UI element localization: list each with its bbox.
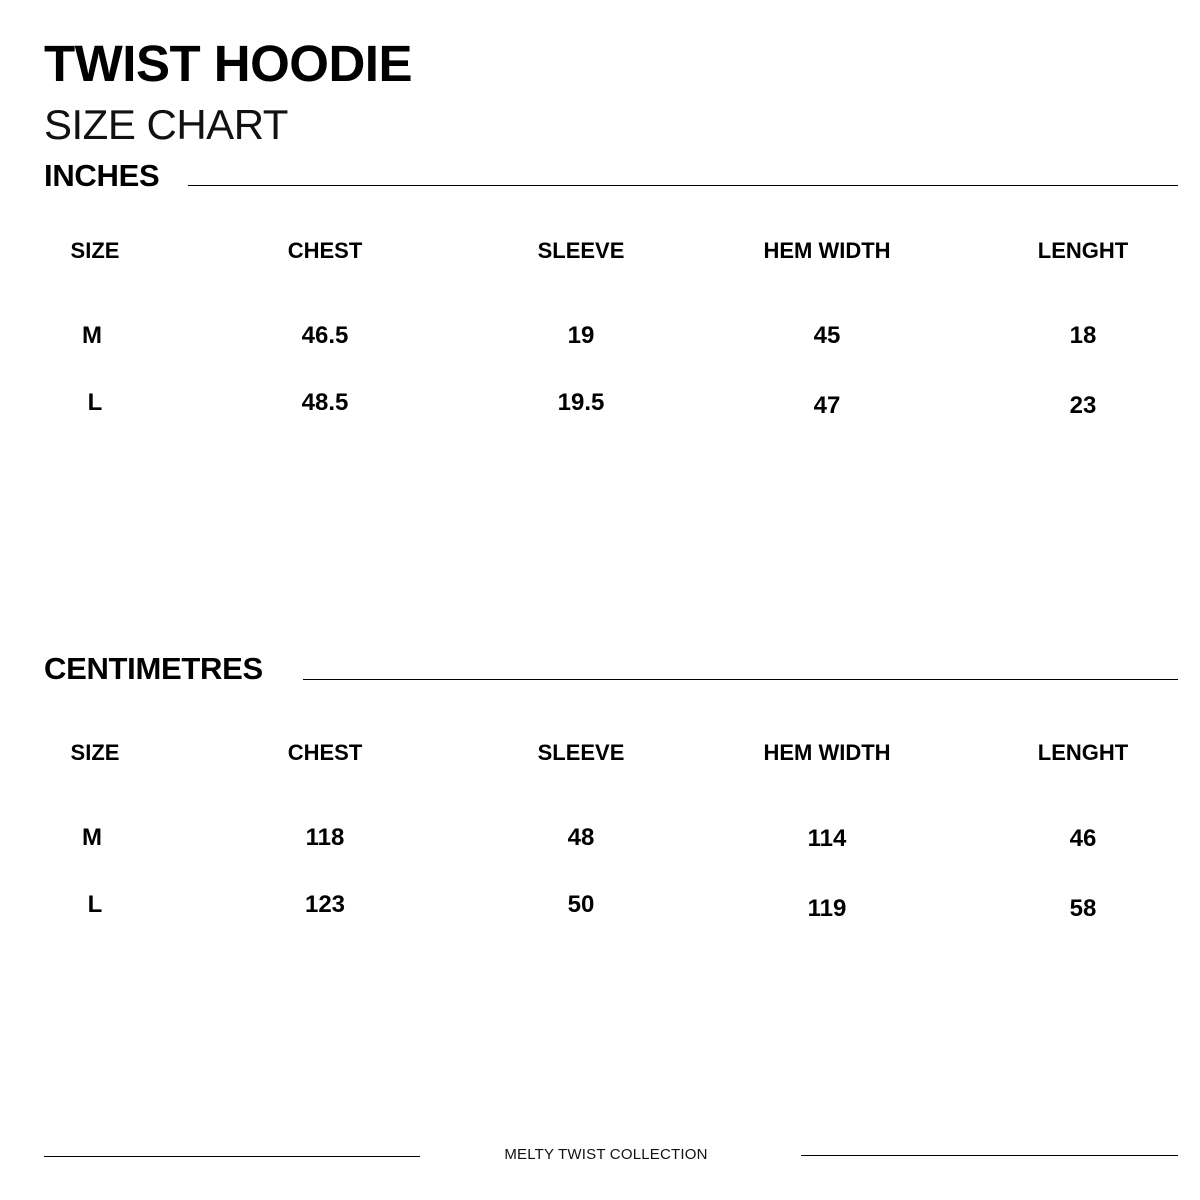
column-header-sleeve: SLEEVE xyxy=(537,740,625,765)
page-subtitle: SIZE CHART xyxy=(44,101,288,148)
cell-hem-width: 119 xyxy=(807,895,847,922)
cell-length: 58 xyxy=(1069,895,1097,922)
cell-length: 23 xyxy=(1069,392,1097,419)
column-header-chest: CHEST xyxy=(287,740,363,765)
cell-length: 46 xyxy=(1069,825,1097,852)
footer-text: MELTY TWIST COLLECTION xyxy=(504,1146,708,1163)
cell-chest: 48.5 xyxy=(301,389,349,416)
column-header-sleeve: SLEEVE xyxy=(537,238,625,263)
section-divider xyxy=(303,679,1178,680)
cell-chest: 118 xyxy=(305,824,345,851)
cell-hem-width: 114 xyxy=(807,825,847,852)
column-header-length: LENGHT xyxy=(1037,238,1129,263)
column-header-chest: CHEST xyxy=(287,238,363,263)
cell-hem-width: 47 xyxy=(813,392,841,419)
column-header-hem-width: HEM WIDTH xyxy=(763,740,891,765)
cell-sleeve: 19 xyxy=(567,322,595,349)
cell-size: L xyxy=(87,389,103,416)
footer-divider-right xyxy=(801,1155,1178,1156)
cell-chest: 46.5 xyxy=(301,322,349,349)
cell-hem-width: 45 xyxy=(813,322,841,349)
cell-size: M xyxy=(82,824,102,851)
section-label-centimetres: CENTIMETRES xyxy=(44,651,263,686)
cell-chest: 123 xyxy=(304,891,346,918)
column-header-size: SIZE xyxy=(70,740,120,765)
cell-sleeve: 50 xyxy=(567,891,595,918)
cell-length: 18 xyxy=(1069,322,1097,349)
footer-divider-left xyxy=(44,1156,420,1157)
column-header-size: SIZE xyxy=(70,238,120,263)
cell-sleeve: 19.5 xyxy=(557,389,605,416)
cell-size: L xyxy=(87,891,103,918)
page-title: TWIST HOODIE xyxy=(44,35,412,92)
column-header-hem-width: HEM WIDTH xyxy=(763,238,891,263)
cell-size: M xyxy=(82,322,102,349)
section-divider xyxy=(188,185,1178,186)
cell-sleeve: 48 xyxy=(567,824,595,851)
section-label-inches: INCHES xyxy=(44,158,160,193)
column-header-length: LENGHT xyxy=(1037,740,1129,765)
